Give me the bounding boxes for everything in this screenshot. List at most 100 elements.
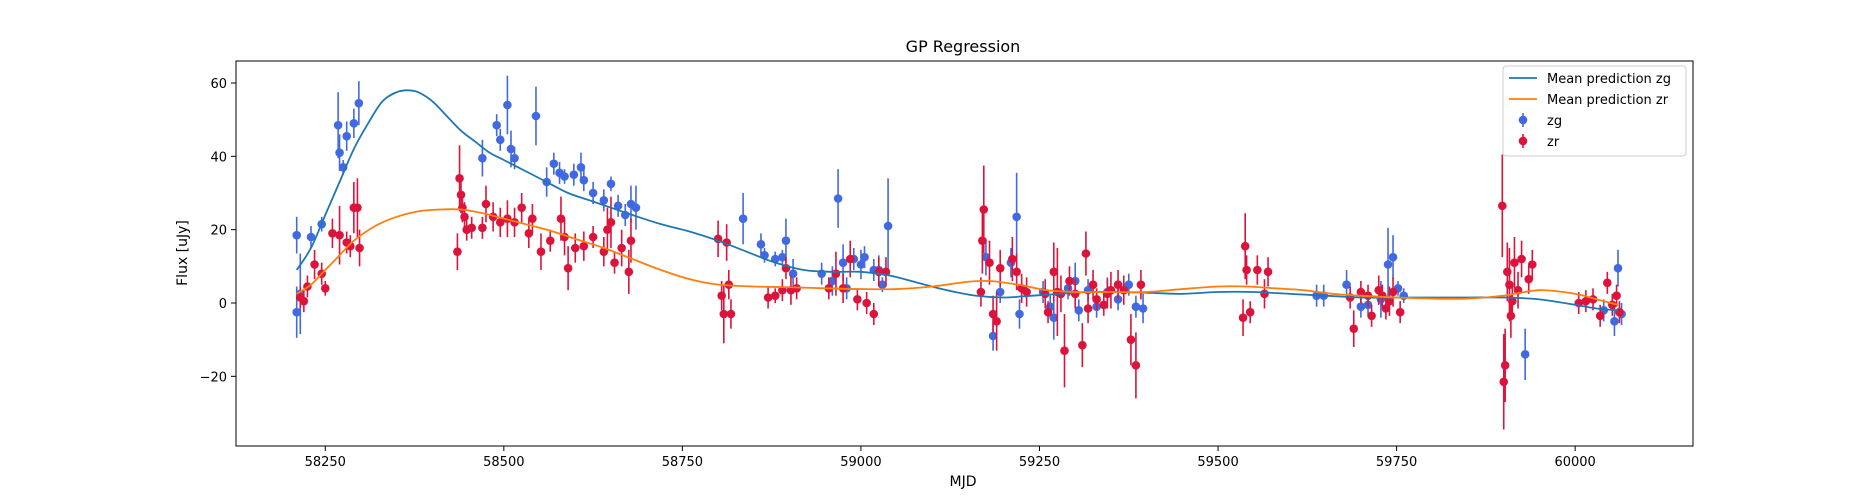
data-point [1260, 289, 1269, 299]
data-point [1383, 260, 1393, 269]
data-point [467, 223, 476, 233]
data-point [1508, 296, 1517, 306]
data-point [1356, 287, 1366, 297]
data-point [1099, 300, 1109, 310]
data-point [355, 243, 364, 253]
x-tick-label: 58250 [305, 455, 346, 470]
plot-area [292, 75, 1626, 430]
data-point [1500, 361, 1510, 370]
data-point [1528, 260, 1537, 269]
data-point [588, 232, 598, 242]
data-point [1612, 291, 1621, 300]
legend-label: Mean prediction zg [1547, 72, 1671, 87]
data-point [1385, 296, 1394, 306]
data-point [978, 236, 987, 245]
legend-label: Mean prediction zr [1547, 93, 1669, 108]
data-point [828, 276, 837, 286]
y-axis-label: Flux [uJy] [175, 220, 191, 286]
data-point [1615, 307, 1624, 317]
data-point [988, 309, 998, 319]
data-point [778, 252, 787, 262]
data-point [763, 293, 773, 302]
data-point [1088, 280, 1098, 289]
data-point [1520, 350, 1530, 359]
legend-label: zr [1547, 135, 1560, 150]
data-point [492, 120, 501, 130]
data-point [531, 111, 541, 121]
data-point [495, 218, 505, 227]
data-point [862, 298, 871, 308]
data-point [1008, 254, 1017, 264]
data-point [1253, 265, 1262, 275]
data-point [1388, 252, 1398, 262]
data-point [1040, 289, 1050, 299]
data-point [1113, 295, 1123, 304]
data-point [460, 212, 469, 222]
data-point [845, 254, 855, 264]
data-point [1242, 265, 1251, 275]
data-point [1022, 287, 1031, 297]
data-point [1092, 295, 1101, 304]
data-point [1524, 274, 1534, 284]
data-point [1610, 317, 1619, 326]
y-tick-label: 20 [210, 224, 227, 239]
data-point [1074, 306, 1084, 315]
data-point [1499, 377, 1509, 387]
data-point [1078, 340, 1087, 350]
data-point [869, 309, 879, 319]
data-point [335, 148, 344, 157]
data-point [320, 284, 330, 293]
data-point [1240, 241, 1250, 251]
data-point [503, 100, 512, 110]
data-point [506, 144, 516, 154]
legend-box [1502, 65, 1687, 157]
data-point [517, 203, 526, 212]
data-point [1049, 267, 1059, 277]
data-point [579, 175, 589, 185]
data-point [1012, 267, 1021, 277]
data-point [1138, 304, 1148, 313]
data-point [495, 135, 505, 145]
data-point [1124, 280, 1134, 289]
data-point [455, 174, 464, 183]
data-point [1349, 324, 1359, 333]
line-mean-prediction-zr [296, 208, 1619, 306]
legend-marker-swatch [1518, 115, 1528, 125]
data-point [588, 188, 598, 198]
series-zr [295, 145, 1624, 430]
data-point [570, 243, 580, 253]
data-point [1060, 346, 1069, 355]
data-point [1506, 311, 1516, 321]
data-point [833, 194, 843, 203]
line-mean-prediction-zg [295, 89, 1619, 312]
data-point [624, 267, 634, 277]
data-point [1498, 201, 1507, 211]
data-point [856, 260, 866, 269]
data-point [626, 236, 636, 245]
x-tick-label: 59000 [840, 455, 881, 470]
data-point [988, 331, 998, 341]
data-point [831, 269, 841, 278]
data-point [1388, 287, 1398, 297]
data-point [349, 119, 359, 128]
data-point [853, 295, 862, 304]
data-point [1602, 278, 1612, 288]
data-point [883, 221, 893, 231]
data-point [1083, 304, 1093, 313]
data-point [1238, 313, 1248, 322]
legend-marker-swatch [1518, 136, 1528, 146]
y-tick-label: 0 [219, 297, 227, 312]
data-point [560, 172, 569, 181]
chart-title: GP Regression [906, 37, 1021, 56]
data-point [1131, 361, 1141, 370]
legend: Mean prediction zg Mean prediction zr zg zr [1502, 65, 1687, 157]
y-tick-label: 40 [210, 150, 227, 165]
data-point [306, 232, 316, 242]
data-point [788, 269, 798, 278]
data-point [333, 120, 343, 130]
data-point [342, 131, 352, 141]
axes-frame [235, 60, 1694, 447]
data-point [563, 263, 573, 273]
data-point [738, 214, 748, 223]
data-point [524, 229, 534, 238]
